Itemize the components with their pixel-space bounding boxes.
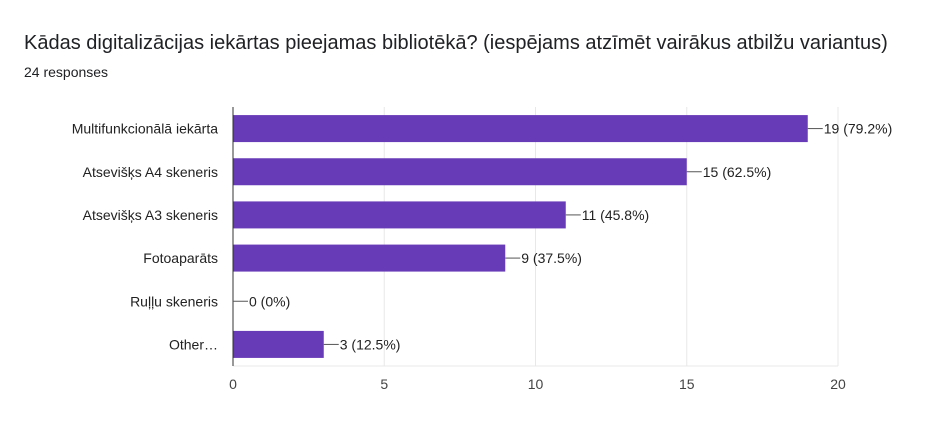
bar <box>233 201 566 229</box>
data-label: 9 (37.5%) <box>521 250 582 266</box>
data-label: 19 (79.2%) <box>824 121 892 137</box>
bar <box>233 158 687 186</box>
category-label: Fotoaparāts <box>143 250 218 266</box>
x-tick-label: 0 <box>229 376 237 392</box>
x-tick-label: 15 <box>679 376 695 392</box>
x-tick-label: 5 <box>380 376 388 392</box>
axes <box>232 107 838 367</box>
category-label: Ruļļu skeneris <box>130 293 218 309</box>
bar <box>233 115 808 143</box>
bar <box>233 330 324 358</box>
grid-lines <box>383 107 839 366</box>
x-tick-label: 20 <box>830 376 846 392</box>
data-label: 11 (45.8%) <box>582 207 649 223</box>
data-label: 15 (62.5%) <box>703 164 771 180</box>
data-label: 0 (0%) <box>249 293 290 309</box>
category-label: Atsevišķs A3 skeneris <box>83 207 218 223</box>
data-label: 3 (12.5%) <box>340 336 401 352</box>
category-label: Atsevišķs A4 skeneris <box>83 164 218 180</box>
chart-title: Kādas digitalizācijas iekārtas pieejamas… <box>24 32 888 54</box>
category-label: Multifunkcionālā iekārta <box>72 121 219 137</box>
response-count: 24 responses <box>24 64 109 80</box>
bars <box>233 115 808 358</box>
bar <box>233 244 506 272</box>
x-tick-label: 10 <box>528 376 544 392</box>
labels: 0 5 10 15 20 Multifunkcionālā iekārta 19 (79.2… <box>72 121 893 392</box>
category-label: Other… <box>169 336 218 352</box>
